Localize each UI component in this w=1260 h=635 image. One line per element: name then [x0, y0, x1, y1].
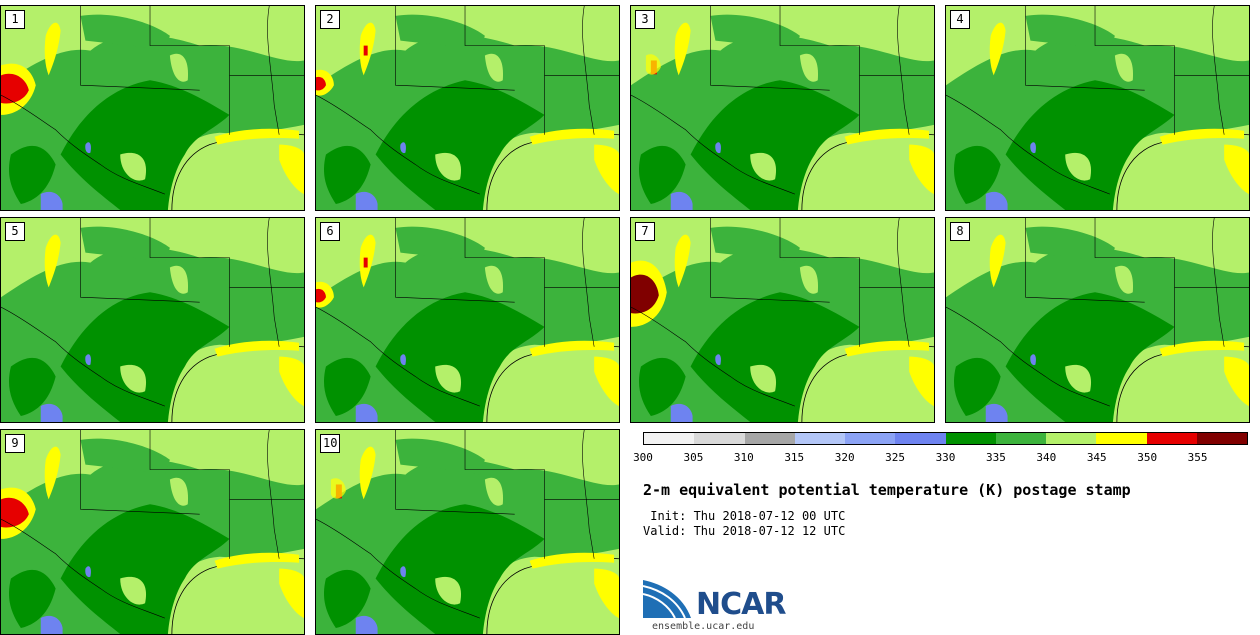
colorbar-segment [744, 433, 795, 444]
colorbar-tick-label: 325 [885, 451, 906, 464]
colorbar-segment [694, 433, 745, 444]
colorbar-segment [995, 433, 1046, 444]
colorbar-tick-label: 330 [935, 451, 956, 464]
init-time: Init: Thu 2018-07-12 00 UTC [643, 509, 846, 523]
colorbar-tick-label: 300 [633, 451, 653, 464]
ensemble-member-panel: 2 [315, 5, 620, 211]
colorbar-tick-label: 310 [733, 451, 754, 464]
member-number-label: 1 [5, 10, 25, 29]
ensemble-member-panel: 4 [945, 5, 1250, 211]
colorbar-tick-label: 350 [1137, 451, 1158, 464]
member-number-label: 8 [950, 222, 970, 241]
colorbar-segment [1196, 433, 1247, 444]
colorbar-tick-label: 315 [784, 451, 805, 464]
ensemble-member-panel: 1 [0, 5, 305, 211]
colorbar-segment [1046, 433, 1097, 444]
colorbar-tick-label: 320 [834, 451, 855, 464]
ensemble-member-panel: 10 [315, 429, 620, 635]
ncar-url: ensemble.ucar.edu [652, 621, 755, 632]
colorbar-tick-label: 340 [1036, 451, 1057, 464]
ensemble-member-panel: 7 [630, 217, 935, 423]
colorbar-segment [845, 433, 896, 444]
ensemble-member-panel: 6 [315, 217, 620, 423]
ncar-logo-text: NCAR [696, 587, 786, 622]
member-number-label: 9 [5, 434, 25, 453]
colorbar-segment [1096, 433, 1147, 444]
colorbar [643, 432, 1248, 445]
member-number-label: 6 [320, 222, 340, 241]
ncar-logo [643, 580, 691, 619]
colorbar-segment [1146, 433, 1197, 444]
ensemble-member-panel: 3 [630, 5, 935, 211]
member-number-label: 7 [635, 222, 655, 241]
colorbar-tick-label: 335 [985, 451, 1006, 464]
member-number-label: 4 [950, 10, 970, 29]
colorbar-tick-label: 345 [1086, 451, 1107, 464]
valid-time: Valid: Thu 2018-07-12 12 UTC [643, 524, 846, 538]
colorbar-tick-label: 305 [683, 451, 704, 464]
member-number-label: 5 [5, 222, 25, 241]
colorbar-tick-label: 355 [1187, 451, 1208, 464]
colorbar-segment [644, 433, 695, 444]
ensemble-member-panel: 5 [0, 217, 305, 423]
colorbar-segment [794, 433, 845, 444]
colorbar-segment [945, 433, 996, 444]
colorbar-segment [895, 433, 946, 444]
ensemble-member-panel: 9 [0, 429, 305, 635]
member-number-label: 3 [635, 10, 655, 29]
member-number-label: 2 [320, 10, 340, 29]
member-number-label: 10 [320, 434, 341, 453]
page-title: 2-m equivalent potential temperature (K)… [643, 481, 1131, 499]
ensemble-member-panel: 8 [945, 217, 1250, 423]
